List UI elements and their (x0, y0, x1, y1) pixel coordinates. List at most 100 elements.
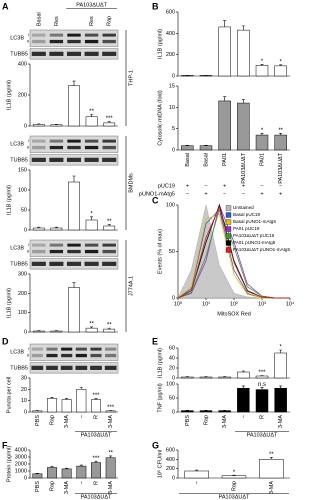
bar (274, 352, 287, 379)
category-label: 3-MA (269, 481, 275, 494)
significance: ** (107, 219, 112, 225)
bar (237, 371, 250, 379)
group-label: PA103ΔUΔT (81, 432, 112, 438)
cell-line-label: THP-1 (128, 70, 134, 86)
category-label: R (93, 415, 99, 419)
legend-swatch (225, 219, 232, 225)
blot-band (105, 347, 117, 351)
y-tick-label: 600 (166, 447, 175, 453)
significance: ** (89, 322, 94, 328)
blot-row-label: LC3B (10, 350, 24, 356)
y-axis-label: Protein (pg/ml) (6, 446, 12, 482)
axis-line (177, 348, 290, 379)
significance: *** (258, 370, 266, 376)
bar (47, 467, 57, 479)
significance: * (90, 211, 93, 217)
panel-letter: F (2, 440, 8, 450)
category-label: Rap (107, 16, 113, 26)
category-label: R (259, 415, 265, 419)
legend-label: Basal pUC19 (233, 212, 261, 217)
plasmid-label: pUNO1-mAtg5 (139, 191, 175, 197)
bar (255, 65, 269, 77)
axis-line (29, 450, 118, 479)
bar (274, 65, 287, 77)
bar (76, 465, 87, 479)
y-axis-label: IL1B (pg/ml) (6, 185, 12, 215)
category-label: PA103ΔUΔT (278, 152, 284, 183)
blot-background (29, 239, 119, 257)
significance: *** (92, 393, 100, 399)
bar (181, 75, 194, 77)
legend-swatch (225, 212, 232, 218)
error-bar (107, 224, 111, 226)
y-tick-label: 3000 (15, 454, 27, 460)
panel-letter: D (2, 336, 9, 346)
category-label: Rap (49, 415, 55, 425)
y-tick-label: 400 (166, 457, 175, 463)
bar (181, 145, 194, 151)
bar (218, 26, 231, 77)
category-label: 3-MA (108, 481, 114, 494)
blot-band (75, 353, 87, 358)
blot-band (32, 249, 46, 254)
blot-band (61, 353, 73, 358)
blot-band (66, 157, 82, 162)
band-label: II (27, 249, 29, 254)
significance: ** (89, 109, 94, 115)
plasmid-sign: − (242, 191, 245, 197)
category-label: Basal (185, 153, 191, 167)
y-tick-label: 0 (24, 475, 27, 481)
bar (32, 124, 45, 127)
error-bar (241, 25, 245, 31)
group-label: PA103ΔUΔT (81, 494, 112, 500)
blot-band (31, 347, 43, 351)
y-tick-label: 0 (172, 375, 175, 381)
category-label: − (241, 415, 247, 418)
category-label: Basal (36, 12, 42, 26)
y-axis-label: Puncta per cell (6, 377, 12, 413)
error-bar (72, 282, 76, 288)
category-label: 3-MA (278, 415, 284, 428)
legend-label: PA103ΔUΔT pUNO1-mAtg5 (233, 247, 290, 252)
bar (105, 457, 116, 479)
blot-band (32, 243, 46, 247)
blot-band (104, 365, 117, 370)
y-axis-label: Cytosolic mtDNA (fold) (157, 90, 163, 145)
axis-line (29, 378, 118, 413)
blot-band (75, 365, 88, 370)
category-label: Rap (203, 415, 209, 425)
blot-background (29, 362, 119, 374)
y-tick-label: 50 (21, 207, 27, 213)
y-tick-label: 150 (18, 167, 27, 173)
blot-band (84, 39, 99, 44)
group-label: PA103ΔUΔT (76, 2, 107, 8)
blot-band (102, 33, 116, 37)
category-label: Rap (49, 481, 55, 491)
category-label: Basal (203, 153, 209, 167)
blot-band (66, 261, 82, 266)
category-label: PA01 (222, 153, 228, 166)
error-bar (279, 133, 283, 136)
error-bar (79, 387, 83, 390)
blot-row-label: LC3B (10, 246, 24, 252)
error-bar (260, 133, 264, 136)
axis-line (177, 86, 290, 151)
blot-band (102, 139, 116, 143)
bar (85, 219, 98, 231)
blot-band (49, 261, 64, 266)
legend-label: PA01 pUC19 (233, 226, 260, 231)
category-label: R (93, 481, 99, 485)
bar (181, 376, 194, 379)
blot-row-label: TUBB5 (10, 157, 28, 163)
blot-band (105, 353, 117, 358)
band-label: I (28, 242, 29, 247)
legend-label: Unstained (233, 205, 254, 210)
category-label: Rap (231, 481, 237, 491)
category-label: PBS (35, 481, 41, 492)
blot-band (61, 347, 73, 351)
blot-band (49, 157, 64, 162)
y-axis-label: TNF (pg/ml) (157, 383, 163, 413)
legend-swatch (225, 233, 232, 239)
category-label: PBS (185, 415, 191, 426)
blot-band (84, 51, 99, 56)
